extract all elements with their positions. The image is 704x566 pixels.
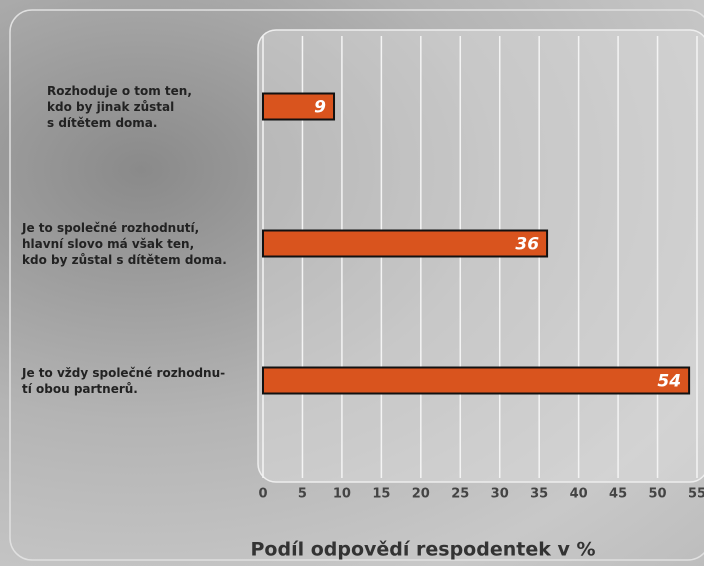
x-tick-label: 40 [570,487,588,502]
bar [262,366,691,395]
x-axis-title: Podíl odpovědí respodentek v % [250,539,595,561]
x-tick-label: 25 [451,487,469,502]
x-tick-label: 10 [333,487,351,502]
value-label: 36 [515,235,539,255]
x-tick-label: 55 [688,487,704,502]
bar [262,229,549,258]
category-label: Je to společné rozhodnutí, hlavní slovo … [22,220,227,267]
frame [9,9,704,561]
value-label: 54 [657,372,681,392]
value-label: 9 [314,98,326,118]
category-label: Rozhodujе o tom ten, kdo by jinak zůstal… [47,83,192,130]
x-tick-label: 35 [530,487,548,502]
x-tick-label: 20 [412,487,430,502]
x-tick-label: 15 [372,487,390,502]
x-tick-label: 0 [258,487,267,502]
x-tick-label: 50 [648,487,666,502]
x-tick-label: 45 [609,487,627,502]
x-tick-label: 30 [491,487,509,502]
x-tick-label: 5 [298,487,307,502]
bar [262,92,336,121]
category-label: Je to vždy společné rozhodnu- tí obou pa… [22,365,226,396]
